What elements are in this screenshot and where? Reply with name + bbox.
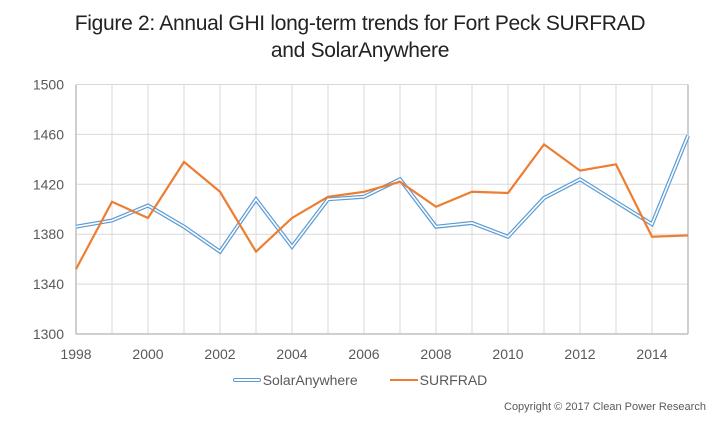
chart-title: Figure 2: Annual GHI long-term trends fo… — [0, 10, 720, 64]
gridlines — [76, 84, 688, 334]
x-tick-label: 2010 — [492, 346, 523, 362]
y-tick-label: 1460 — [33, 126, 64, 142]
series-line-surfrad — [75, 142, 689, 270]
series-line-solaranywhere-inner — [75, 135, 689, 253]
legend-item-surfrad: SURFRAD — [389, 372, 488, 388]
y-tick-label: 1420 — [33, 176, 64, 192]
copyright-notice: Copyright © 2017 Clean Power Research — [504, 401, 706, 413]
x-tick-label: 2012 — [564, 346, 595, 362]
x-tick-label: 2008 — [420, 346, 451, 362]
legend-label-solaranywhere: SolarAnywhere — [262, 372, 358, 388]
series-lines — [75, 134, 690, 270]
axes — [75, 84, 689, 335]
solaranywhere-swatch-icon — [232, 378, 261, 382]
x-tick-label: 2000 — [132, 346, 163, 362]
x-tick-label: 2006 — [348, 346, 379, 362]
legend-label-surfrad: SURFRAD — [419, 372, 488, 388]
x-tick-label: 1998 — [60, 346, 91, 362]
y-tick-label: 1380 — [33, 226, 64, 242]
x-tick-label: 2004 — [276, 346, 307, 362]
y-tick-label: 1300 — [33, 326, 64, 342]
chart-title-line-1: Figure 2: Annual GHI long-term trends fo… — [74, 12, 646, 35]
legend: SolarAnywhere SURFRAD — [0, 372, 720, 388]
y-tick-label: 1500 — [33, 77, 64, 93]
surfrad-swatch-icon — [389, 379, 418, 381]
y-tick-label: 1340 — [33, 276, 64, 292]
y-tick-labels: 1300 1340 1380 1420 1460 1500 — [33, 77, 64, 343]
x-tick-labels: 1998 2000 2002 2004 2006 2008 2010 2012 2014 — [60, 346, 667, 362]
x-tick-label: 2002 — [204, 346, 235, 362]
x-tick-label: 2014 — [636, 346, 667, 362]
chart-title-line-2: and SolarAnywhere — [270, 39, 450, 62]
legend-item-solaranywhere: SolarAnywhere — [232, 372, 358, 388]
